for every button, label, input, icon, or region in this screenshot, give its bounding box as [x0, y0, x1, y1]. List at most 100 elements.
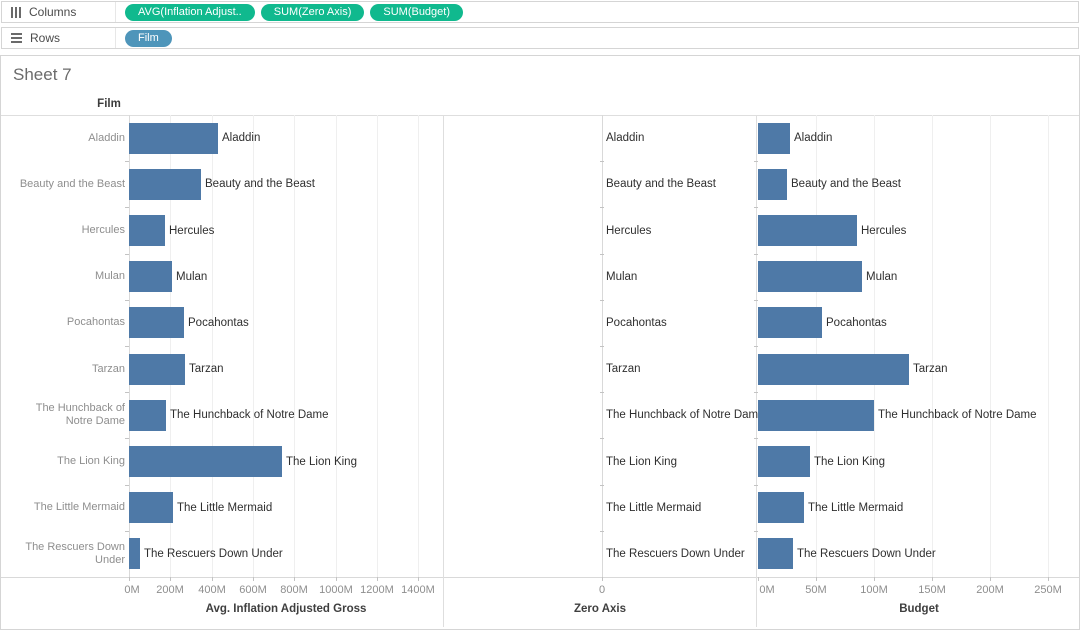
axis-tick-label: 600M [239, 584, 267, 596]
row-tick [125, 300, 129, 301]
columns-pill-area[interactable]: AVG(Inflation Adjust.. SUM(Zero Axis) SUM(… [116, 2, 1078, 22]
panel-divider [756, 115, 757, 627]
gridline [336, 115, 337, 577]
columns-shelf-label: Columns [29, 5, 77, 19]
mark-label: Hercules [169, 225, 215, 237]
row-header[interactable]: The Rescuers Down Under [25, 540, 125, 566]
row-tick [600, 161, 604, 162]
columns-pill-1[interactable]: SUM(Zero Axis) [260, 3, 365, 21]
mark-label: Beauty and the Beast [606, 178, 716, 190]
row-header[interactable]: Tarzan [91, 362, 125, 375]
axis-title: Avg. Inflation Adjusted Gross [205, 603, 367, 615]
row-tick [125, 438, 129, 439]
gridline [932, 115, 933, 577]
axis-tick-label: 400M [198, 584, 226, 596]
mark-label: The Little Mermaid [177, 502, 273, 514]
bar-mark[interactable] [129, 307, 184, 338]
row-tick [754, 438, 758, 439]
bar-mark[interactable] [758, 215, 857, 246]
axis-tick [990, 577, 991, 581]
gridline [377, 115, 378, 577]
gridline [874, 115, 875, 577]
bar-mark[interactable] [129, 261, 172, 292]
row-tick [600, 485, 604, 486]
bar-mark[interactable] [758, 169, 787, 200]
bar-mark[interactable] [129, 354, 185, 385]
row-header[interactable]: The Hunchback of Notre Dame [35, 402, 125, 428]
row-header[interactable]: Hercules [81, 223, 125, 236]
mark-label: Hercules [861, 225, 907, 237]
rows-shelf[interactable]: Rows Film [1, 27, 1079, 49]
mark-label: Mulan [606, 271, 638, 283]
panel-divider [443, 115, 444, 627]
row-header[interactable]: Mulan [95, 270, 125, 283]
bar-mark[interactable] [129, 446, 282, 477]
mark-label: Mulan [866, 271, 898, 283]
bar-mark[interactable] [758, 492, 804, 523]
value-axis-line [129, 115, 130, 577]
gridline [1048, 115, 1049, 577]
row-tick [754, 207, 758, 208]
mark-label: Aladdin [222, 132, 261, 144]
row-tick [125, 531, 129, 532]
row-tick [125, 207, 129, 208]
row-tick [754, 485, 758, 486]
bar-mark[interactable] [758, 307, 822, 338]
axis-tick [602, 577, 603, 581]
columns-icon [11, 6, 21, 18]
mark-label: Mulan [176, 271, 208, 283]
row-header[interactable]: Beauty and the Beast [19, 177, 125, 190]
axis-tick [758, 577, 759, 581]
axis-tick [816, 577, 817, 581]
mark-label: The Little Mermaid [606, 502, 702, 514]
row-field-label[interactable]: Film [97, 98, 121, 110]
rows-pill-0[interactable]: Film [125, 29, 172, 47]
gridline [990, 115, 991, 577]
bar-mark[interactable] [758, 538, 793, 569]
bar-mark[interactable] [129, 123, 218, 154]
bar-mark[interactable] [758, 446, 810, 477]
mark-label: Hercules [606, 225, 652, 237]
gridline [816, 115, 817, 577]
row-tick [600, 254, 604, 255]
bar-mark[interactable] [129, 400, 166, 431]
bottom-axis-line [1, 577, 1079, 578]
row-tick [125, 161, 129, 162]
rows-shelf-label: Rows [30, 31, 61, 45]
bar-mark[interactable] [129, 538, 140, 569]
columns-pill-0[interactable]: AVG(Inflation Adjust.. [125, 3, 255, 21]
row-tick [754, 161, 758, 162]
axis-tick [418, 577, 419, 581]
mark-label: The Rescuers Down Under [797, 548, 936, 560]
mark-label: Pocahontas [188, 317, 249, 329]
bar-mark[interactable] [129, 169, 201, 200]
bar-mark[interactable] [758, 354, 909, 385]
columns-shelf[interactable]: Columns AVG(Inflation Adjust.. SUM(Zero A… [1, 1, 1079, 23]
rows-shelf-header: Rows [2, 28, 116, 48]
bar-mark[interactable] [129, 215, 165, 246]
columns-pill-2[interactable]: SUM(Budget) [370, 3, 464, 21]
bar-mark[interactable] [758, 123, 790, 154]
axis-tick [129, 577, 130, 581]
axis-tick [170, 577, 171, 581]
row-header[interactable]: The Little Mermaid [33, 501, 125, 514]
gridline [418, 115, 419, 577]
axis-tick-label: 100M [860, 584, 888, 596]
rows-pill-area[interactable]: Film [116, 28, 1078, 48]
bar-mark[interactable] [758, 261, 862, 292]
row-tick [754, 346, 758, 347]
row-header[interactable]: Aladdin [88, 131, 125, 144]
axis-tick-label: 50M [805, 584, 827, 596]
axis-tick-label: 200M [976, 584, 1004, 596]
row-tick [125, 254, 129, 255]
axis-tick [874, 577, 875, 581]
mark-label: The Hunchback of Notre Dame [878, 409, 1037, 421]
row-header[interactable]: Pocahontas [66, 316, 125, 329]
bar-mark[interactable] [129, 492, 173, 523]
bar-mark[interactable] [758, 400, 874, 431]
row-tick [600, 438, 604, 439]
gridline [253, 115, 254, 577]
row-header[interactable]: The Lion King [57, 454, 125, 467]
row-tick [600, 346, 604, 347]
